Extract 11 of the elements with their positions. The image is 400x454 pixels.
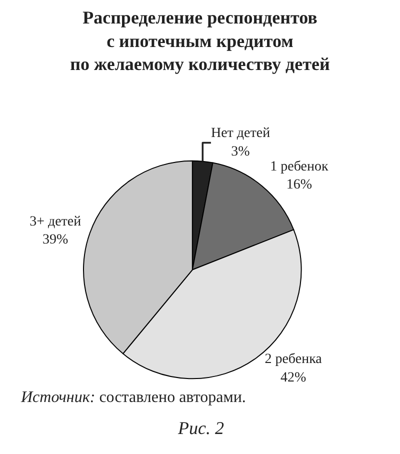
data-label: 42% [280,370,306,386]
data-label: 39% [42,232,69,248]
text: Рис. 2 [177,418,224,438]
data-label: 3% [231,144,250,160]
text: Источник: составлено авторами. [20,389,246,406]
data-label: 16% [286,178,312,193]
slice-label: Нет детей [210,126,271,142]
chart-title: Распределение респондентов с ипотечным кредитом по желаемому количеству детей [70,7,330,74]
slice-label: 3+ детей [30,214,82,230]
slice-label: 2 ребенка [264,352,323,368]
slice-label: 1 ребенок [270,159,328,174]
